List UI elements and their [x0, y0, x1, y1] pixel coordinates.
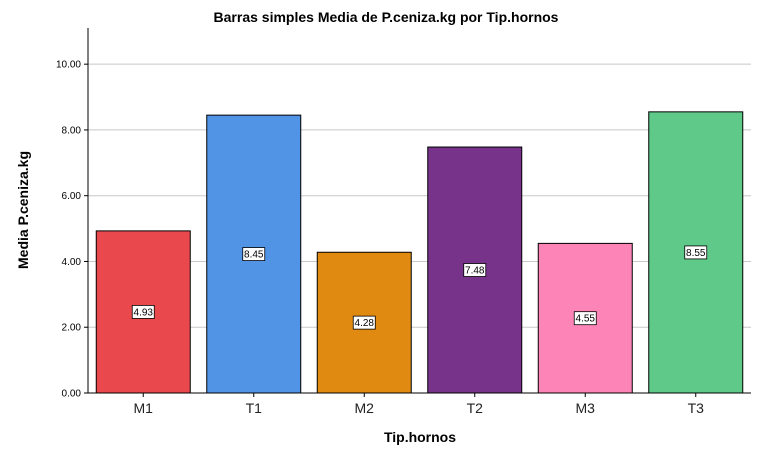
x-tick-label: M1	[134, 400, 154, 416]
x-tick-label: M2	[355, 400, 375, 416]
data-label-box	[463, 263, 487, 277]
x-tick-label: T1	[246, 400, 263, 416]
y-tick-label: 10.00	[56, 60, 81, 71]
y-tick-label: 8.00	[62, 125, 82, 136]
data-label-box	[131, 305, 155, 319]
y-axis-ticks: 0.00 2.00 4.00 6.00 8.00 10.00	[56, 60, 88, 400]
data-label-box	[684, 245, 708, 260]
data-label: 4.28	[355, 318, 375, 329]
grid-lines	[88, 63, 751, 328]
data-label-box	[242, 247, 266, 261]
data-label: 4.55	[576, 314, 596, 325]
x-tick-label: T2	[467, 400, 484, 416]
y-tick-label: 0.00	[62, 389, 82, 400]
data-label-box	[573, 311, 597, 326]
y-axis-label: Media P.ceniza.kg	[15, 151, 31, 269]
data-label: 4.93	[134, 307, 154, 318]
x-axis-label: Tip.hornos	[384, 429, 456, 445]
chart-title: Barras simples Media de P.ceniza.kg por …	[214, 9, 559, 25]
x-axis-ticks: M1 T1 M2 T2 M3 T3	[134, 393, 705, 416]
data-label: 8.55	[686, 248, 706, 259]
y-tick-label: 6.00	[62, 191, 82, 202]
x-tick-label: M3	[576, 400, 596, 416]
y-tick-label: 4.00	[62, 257, 82, 268]
x-tick-label: T3	[688, 400, 705, 416]
data-label: 8.45	[244, 250, 264, 261]
data-label: 7.48	[465, 266, 485, 277]
bars: 4.93 8.45 4.28 7.48 4.55 8.55	[95, 111, 744, 394]
data-label-box	[352, 315, 376, 330]
y-tick-label: 2.00	[62, 323, 82, 334]
